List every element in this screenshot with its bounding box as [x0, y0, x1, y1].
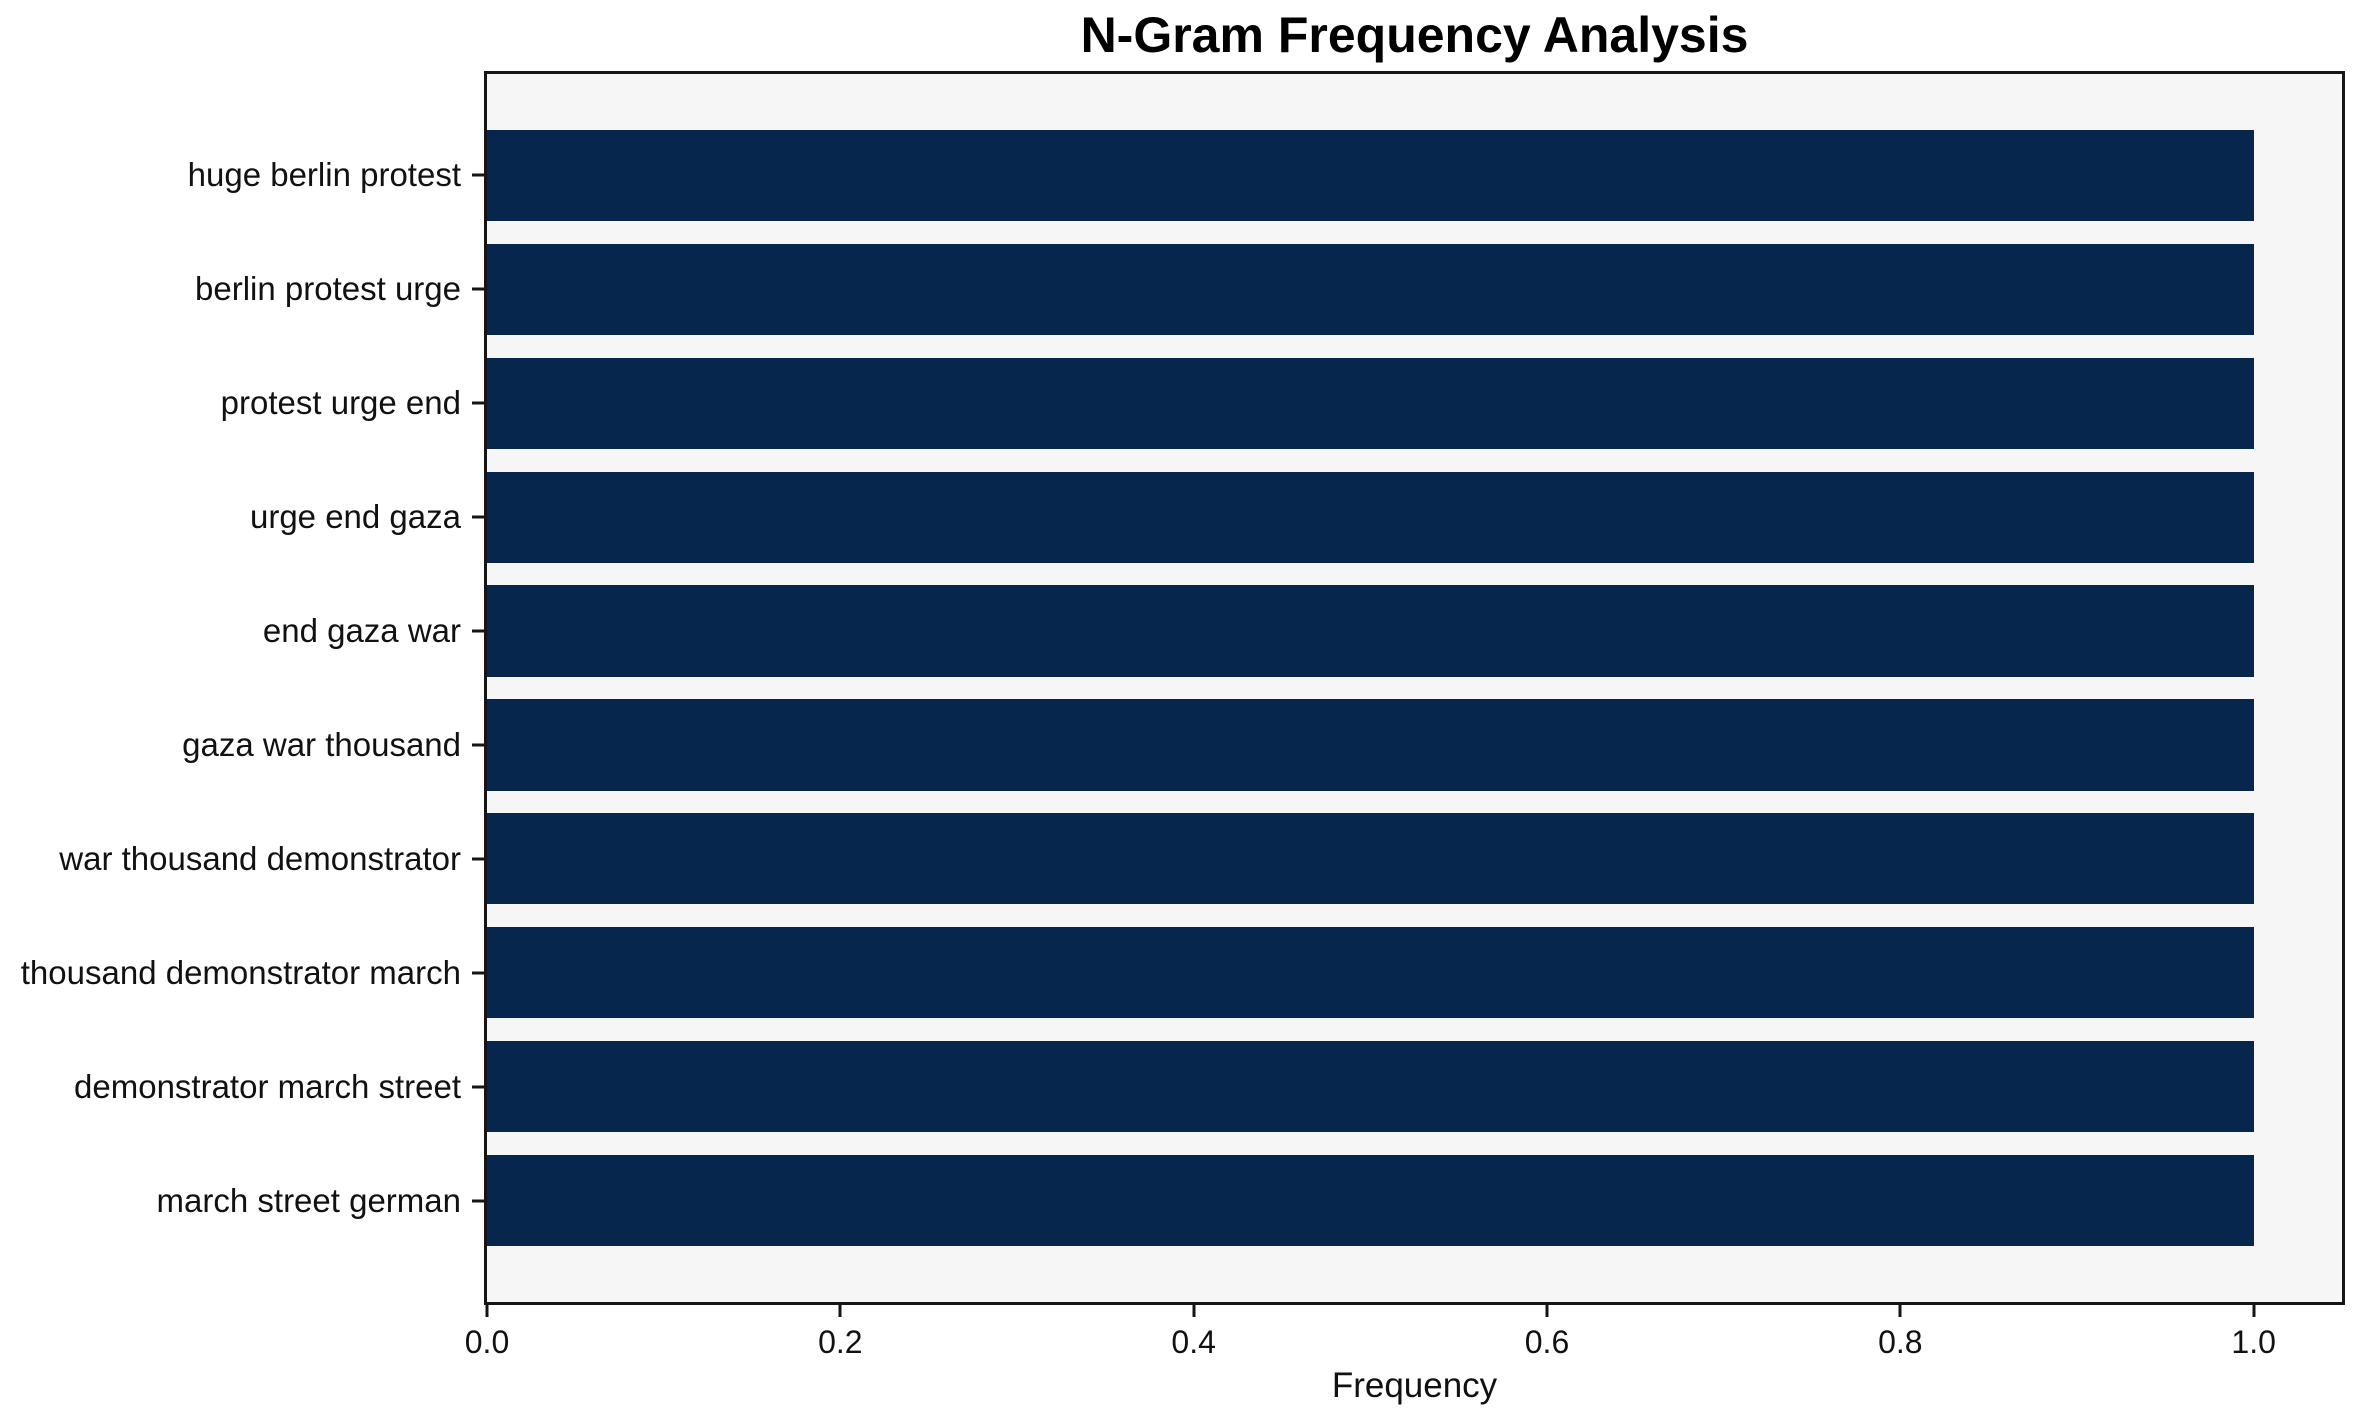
x-tick-mark: [485, 1305, 489, 1317]
x-tick-label: 0.2: [818, 1324, 863, 1360]
y-tick-mark: [472, 857, 484, 861]
y-tick-label: thousand demonstrator march: [20, 953, 461, 991]
y-tick-mark: [472, 515, 484, 519]
y-tick-label: protest urge end: [220, 384, 461, 422]
x-tick-mark: [1192, 1305, 1196, 1317]
y-tick-label: gaza war thousand: [182, 725, 461, 763]
x-tick-label: 0.8: [1878, 1324, 1923, 1360]
bar: [487, 1041, 2254, 1133]
y-tick-label: end gaza war: [262, 612, 461, 650]
chart-title: N-Gram Frequency Analysis: [1080, 7, 1749, 63]
y-tick-label: demonstrator march street: [74, 1067, 461, 1105]
y-tick-label: war thousand demonstrator: [59, 839, 461, 877]
y-tick-mark: [472, 1085, 484, 1089]
y-tick-label: huge berlin protest: [187, 156, 461, 194]
y-tick-label: berlin protest urge: [195, 270, 461, 308]
bar: [487, 927, 2254, 1019]
y-tick-mark: [472, 971, 484, 975]
y-tick-label: urge end gaza: [249, 498, 461, 536]
x-tick-mark: [838, 1305, 842, 1317]
plot-area: [484, 71, 2345, 1305]
bar: [487, 1155, 2254, 1247]
bar: [487, 357, 2254, 449]
x-tick-label: 0.4: [1171, 1324, 1216, 1360]
bar: [487, 813, 2254, 905]
bar: [487, 243, 2254, 335]
x-tick-mark: [1898, 1305, 1902, 1317]
x-tick-mark: [1545, 1305, 1549, 1317]
x-tick-label: 0.6: [1524, 1324, 1570, 1360]
y-tick-mark: [472, 401, 484, 405]
bar: [487, 129, 2254, 221]
y-tick-label: march street german: [156, 1181, 461, 1219]
x-axis-title: Frequency: [1331, 1366, 1498, 1405]
y-tick-mark: [472, 1199, 484, 1203]
y-tick-mark: [472, 287, 484, 291]
y-tick-mark: [472, 173, 484, 177]
bar: [487, 699, 2254, 791]
bar: [487, 471, 2254, 563]
bar: [487, 585, 2254, 677]
y-tick-mark: [472, 743, 484, 747]
x-tick-label: 1.0: [2231, 1324, 2276, 1360]
x-tick-mark: [2252, 1305, 2256, 1317]
x-tick-label: 0.0: [464, 1324, 510, 1360]
y-tick-mark: [472, 629, 484, 633]
